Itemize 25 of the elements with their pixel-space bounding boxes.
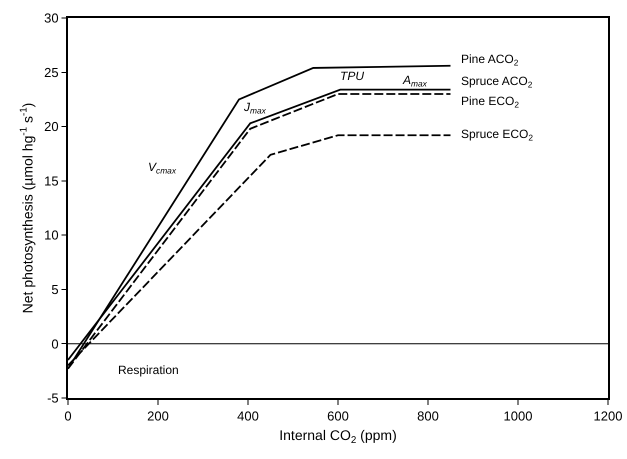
annotation: Respiration (118, 363, 179, 377)
annotation: A$_{max}$ (402, 73, 428, 89)
y-tick-label: 20 (44, 119, 59, 134)
x-tick-label: 600 (327, 408, 349, 424)
y-tick-label: 25 (44, 64, 59, 80)
series-label: Pine ACO$_{2}$ (461, 52, 519, 68)
x-tick-label: 800 (417, 408, 439, 424)
series-label: Spruce ECO$_{2}$ (461, 127, 534, 143)
annotation: J$_{max}$ (243, 100, 267, 116)
x-tick-label: 1000 (504, 408, 532, 424)
x-tick-label: 400 (237, 408, 259, 424)
x-tick-label: 1200 (594, 408, 622, 424)
x-tick-label: 200 (147, 408, 169, 424)
x-axis-title: Internal CO$_{2}$ (ppm) (279, 427, 397, 446)
y-tick-label: -5 (47, 390, 59, 406)
x-tick-label: 0 (64, 408, 72, 424)
y-tick-label: 0 (51, 336, 59, 352)
y-tick-label: 5 (51, 282, 59, 297)
series-label: Pine ECO$_{2}$ (461, 94, 520, 110)
y-tick-label: 10 (44, 228, 59, 243)
annotation: V$_{cmax}$ (148, 160, 177, 176)
y-tick-label: 30 (44, 10, 59, 26)
annotation: TPU (340, 69, 364, 83)
series-label: Spruce ACO$_{2}$ (461, 74, 533, 90)
y-tick-label: 15 (44, 173, 59, 188)
